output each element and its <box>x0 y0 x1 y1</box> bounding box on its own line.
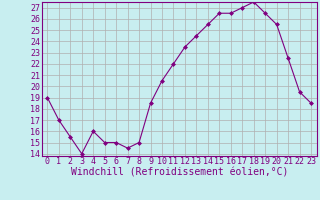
X-axis label: Windchill (Refroidissement éolien,°C): Windchill (Refroidissement éolien,°C) <box>70 168 288 178</box>
